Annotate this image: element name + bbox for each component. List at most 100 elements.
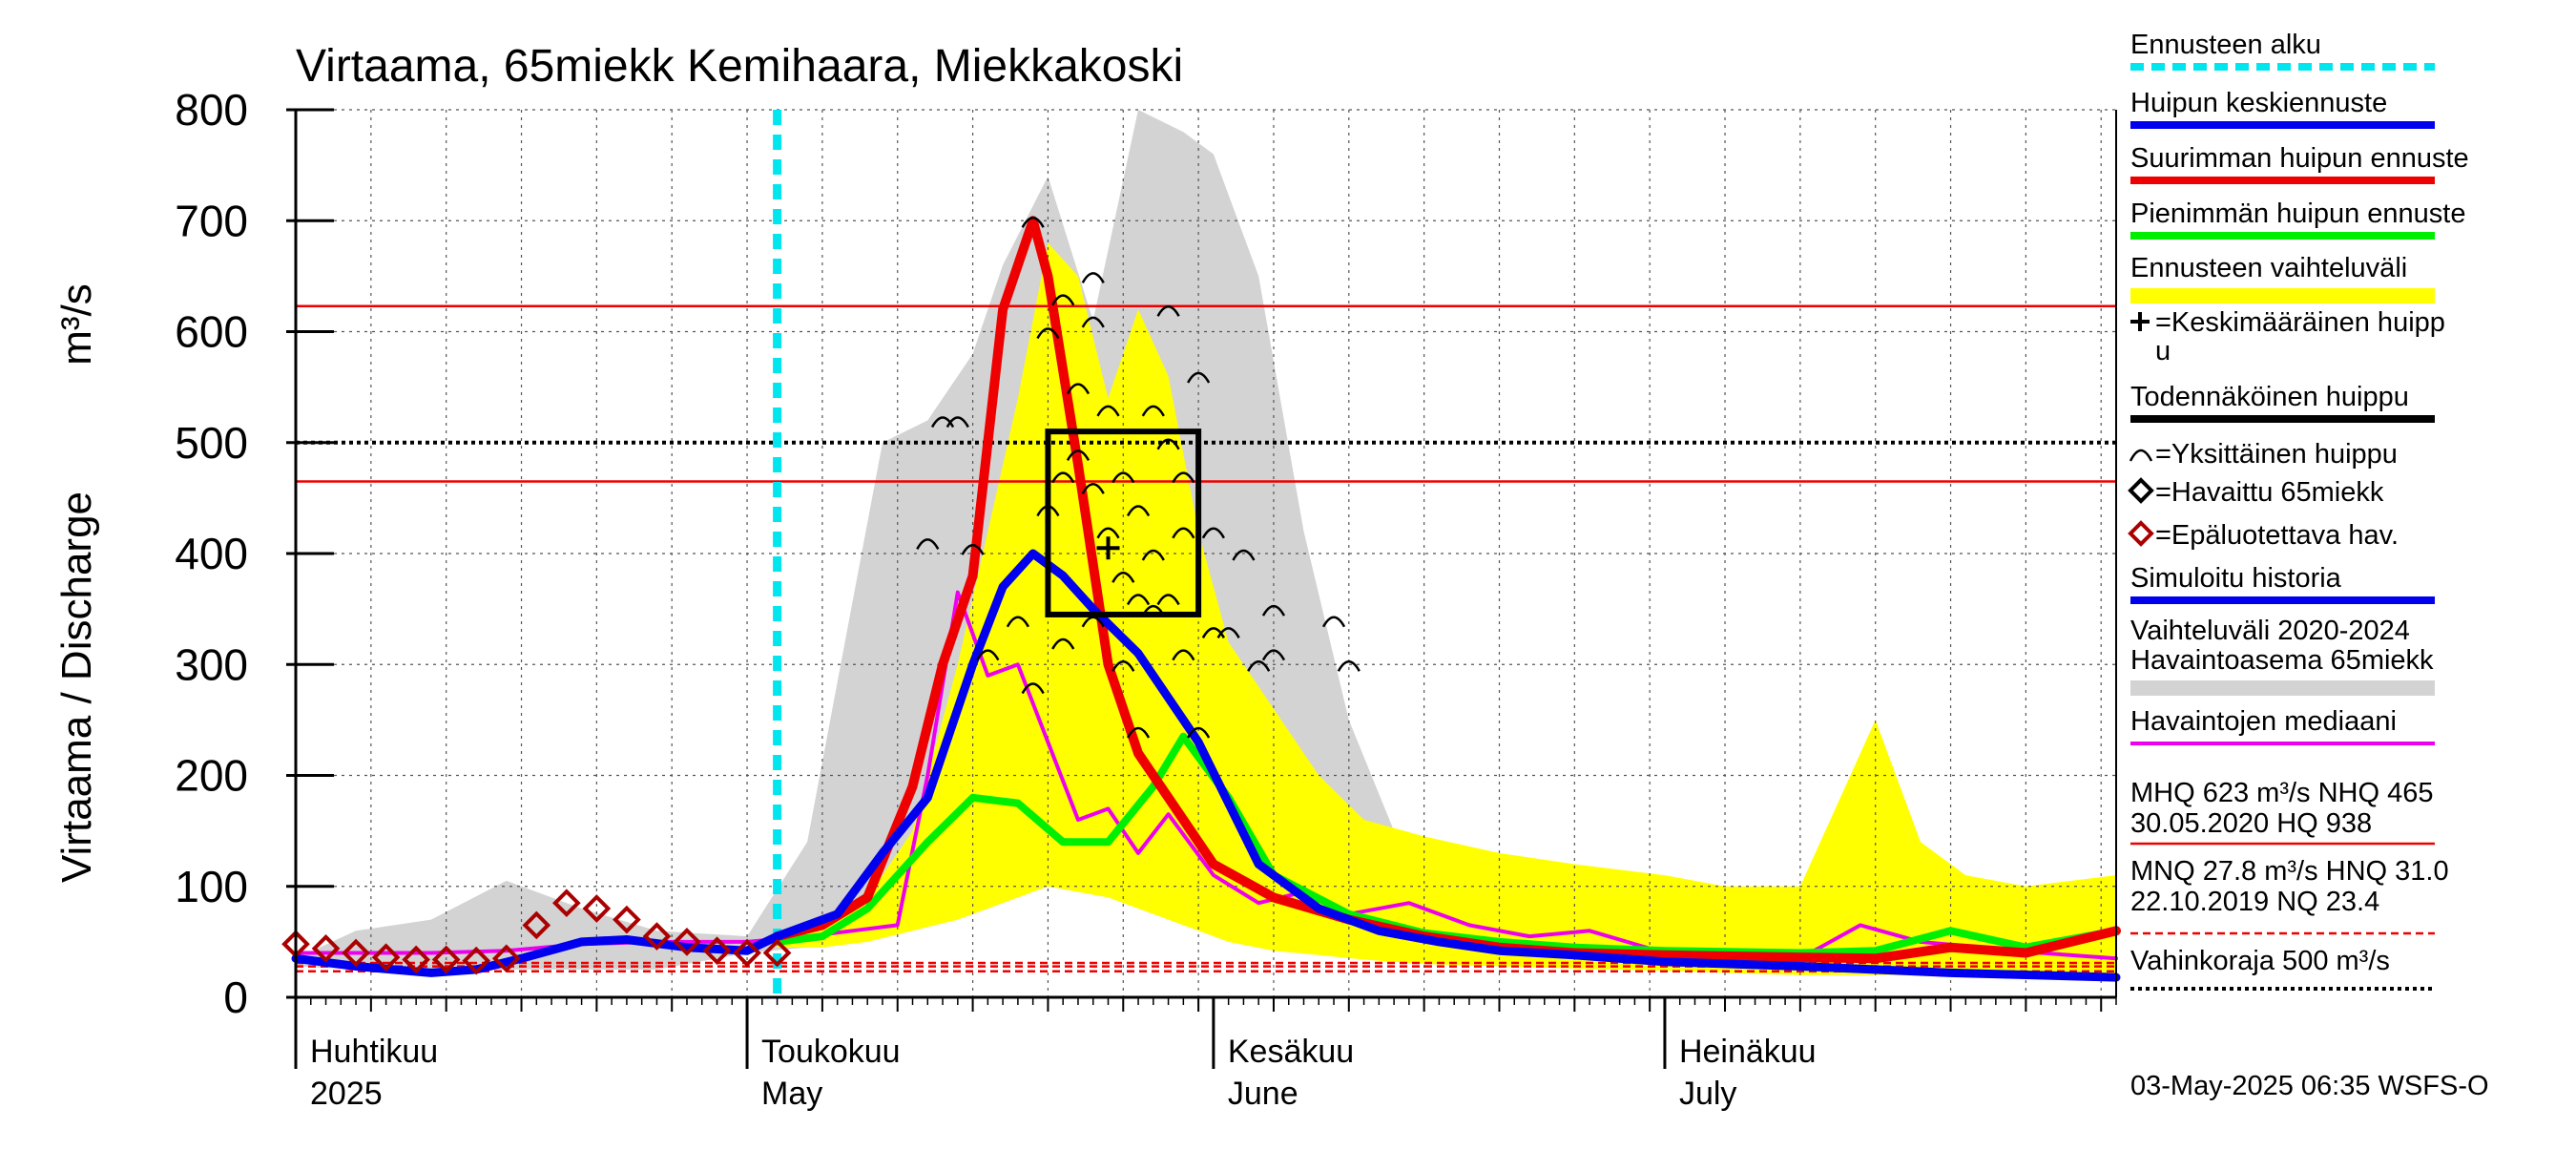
legend-observed-symbol [2128, 477, 2154, 504]
individual-peak-marker [1321, 616, 1346, 628]
individual-peak-marker [1141, 604, 1165, 617]
legend-forecast-range-swatch [2130, 288, 2435, 303]
unreliable-observation-marker [762, 938, 792, 968]
x-month-label-fi: Toukokuu [761, 1034, 901, 1070]
individual-peak-marker [976, 649, 1000, 661]
individual-peak-marker [1036, 505, 1060, 517]
forecast-range-band [777, 242, 2116, 978]
individual-peak-marker [1232, 549, 1256, 561]
individual-peak-marker [1172, 649, 1195, 661]
unreliable-observation-marker [402, 945, 430, 974]
unreliable-observation-marker [733, 938, 761, 968]
series-line-min-peak-forecast [773, 732, 2120, 957]
individual-peak-marker [1261, 649, 1286, 661]
legend-individual-peaks-symbol [2129, 449, 2153, 462]
individual-peak-marker [1156, 438, 1180, 450]
legend-history-range-label: Vaihteluväli 2020-2024 [2130, 616, 2410, 646]
legend-observed-label: =Havaittu 65miekk [2155, 477, 2384, 508]
y-tick-label: 100 [175, 862, 248, 911]
stats-line-3: MNQ 27.8 m³/s HNQ 31.0 [2130, 856, 2449, 887]
unreliable-observation-marker [431, 945, 461, 974]
individual-peak-marker [916, 538, 940, 551]
y-tick-label: 400 [175, 529, 248, 578]
series-line-max-peak-forecast [772, 216, 2121, 964]
individual-peak-marker [1216, 627, 1240, 639]
x-month-label-en: June [1228, 1076, 1298, 1112]
individual-peak-marker [1111, 471, 1135, 484]
individual-peak-marker [1126, 594, 1151, 606]
y-tick-label: 0 [223, 972, 248, 1022]
individual-peak-marker [1081, 483, 1105, 494]
legend-unreliable-label: =Epäluotettava hav. [2155, 520, 2399, 551]
stats-line-5: Vahinkoraja 500 m³/s [2130, 946, 2390, 976]
legend-forecast-start-label: Ennusteen alku [2130, 30, 2321, 60]
unreliable-observation-marker [673, 928, 701, 956]
legend-simulated-label: Simuloitu historia [2130, 563, 2342, 594]
mean-peak-marker [1096, 536, 1120, 560]
legend-unreliable-symbol [2128, 520, 2154, 547]
legend-history-range-swatch [2130, 680, 2435, 696]
unreliable-observation-marker [642, 922, 672, 951]
individual-peak-marker [1066, 383, 1091, 395]
individual-peak-marker [1261, 604, 1286, 617]
individual-peak-marker [1006, 616, 1029, 628]
unreliable-observation-marker [582, 894, 612, 923]
x-month-label-en: May [761, 1076, 822, 1112]
legend-median-label: Havaintojen mediaani [2130, 706, 2397, 737]
individual-peak-marker [1111, 572, 1135, 583]
individual-peak-marker [1172, 471, 1195, 484]
unreliable-observation-marker [491, 944, 521, 973]
x-month-label-fi: Huhtikuu [310, 1034, 438, 1070]
unreliable-observation-marker [371, 943, 401, 972]
legend-individual-peaks-label: =Yksittäinen huippu [2155, 439, 2398, 470]
individual-peak-marker [1126, 505, 1151, 517]
stats-line-4: 22.10.2019 NQ 23.4 [2130, 887, 2379, 917]
unreliable-observation-marker [552, 889, 581, 918]
individual-peak-marker [1141, 549, 1165, 561]
stats-line-2: 30.05.2020 HQ 938 [2130, 808, 2372, 839]
legend-mean-peak-label: =Keskimääräinen huipp [2155, 307, 2445, 338]
unreliable-observation-marker [522, 910, 551, 940]
individual-peak-marker [1156, 594, 1180, 606]
x-month-label-en: 2025 [310, 1076, 383, 1112]
individual-peak-marker [1021, 217, 1045, 228]
individual-peak-marker [1141, 405, 1165, 417]
individual-peak-marker [1021, 682, 1045, 695]
individual-peak-marker [1187, 371, 1211, 384]
individual-peak-marker [1111, 660, 1135, 672]
individual-peak-marker [1201, 627, 1225, 639]
individual-peak-marker [1156, 305, 1180, 317]
legend-max-peak-forecast-label: Suurimman huipun ennuste [2130, 143, 2469, 174]
individual-peak-marker [1247, 660, 1271, 672]
individual-peak-marker [1187, 726, 1211, 739]
legend-mean-peak-forecast-label: Huipun keskiennuste [2130, 88, 2387, 118]
chart-title: Virtaama, 65miekk Kemihaara, Miekkakoski [296, 41, 1183, 92]
y-tick-label: 800 [175, 85, 248, 135]
individual-peak-marker [1051, 294, 1075, 306]
probable-peak-box [1045, 429, 1202, 617]
individual-peak-marker [1081, 272, 1105, 284]
history-range-band [296, 110, 2116, 975]
legend-mean-peak-label-2: u [2155, 336, 2171, 366]
footer-timestamp: 03-May-2025 06:35 WSFS-O [2130, 1071, 2489, 1101]
legend-probable-peak-label: Todennäköinen huippu [2130, 382, 2409, 412]
unreliable-observation-marker [311, 934, 341, 963]
individual-peak-marker [1096, 527, 1120, 539]
individual-peak-marker [1051, 638, 1075, 650]
y-tick-label: 600 [175, 307, 248, 357]
individual-peak-marker [945, 416, 969, 429]
individual-peak-marker [1081, 616, 1105, 628]
stats-line-1: MHQ 623 m³/s NHQ 465 [2130, 778, 2433, 808]
individual-peak-marker [1126, 726, 1151, 739]
y-tick-label: 500 [175, 418, 248, 468]
individual-peak-marker [1096, 405, 1120, 417]
individual-peak-marker [1337, 660, 1361, 672]
individual-peak-marker [961, 543, 985, 555]
individual-peak-marker [1051, 471, 1075, 484]
individual-peak-marker [1066, 450, 1091, 462]
legend-forecast-range-label: Ennusteen vaihteluväli [2130, 253, 2407, 283]
y-tick-label: 200 [175, 751, 248, 801]
individual-peak-marker [1172, 527, 1195, 539]
